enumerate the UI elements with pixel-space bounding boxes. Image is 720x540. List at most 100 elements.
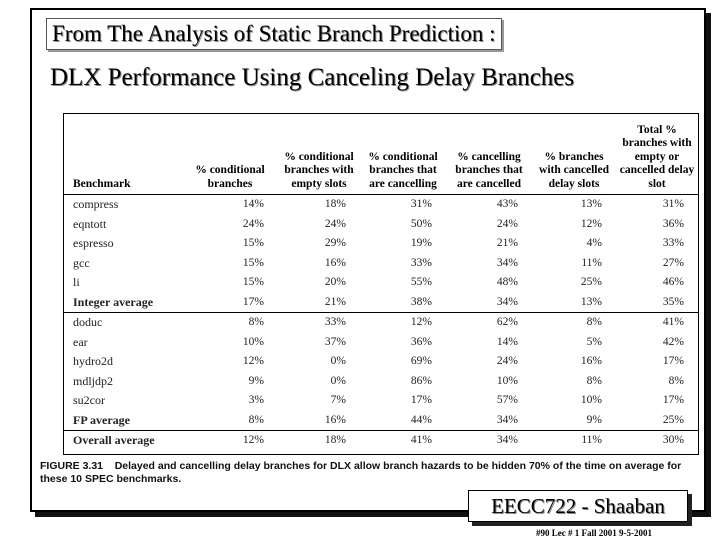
benchmark-name: doduc xyxy=(73,315,103,329)
table-cell: 24% xyxy=(242,217,264,230)
table-cell: 10% xyxy=(242,335,264,348)
table-cell: 31% xyxy=(662,198,684,210)
table-cell: 34% xyxy=(496,434,518,446)
table-cell: 41% xyxy=(662,316,684,328)
table-cell: 21% xyxy=(278,292,360,313)
benchmark-name: hydro2d xyxy=(73,354,113,368)
table-cell: 34% xyxy=(496,256,518,269)
table-cell: 8% xyxy=(586,374,602,387)
table-cell: 62% xyxy=(496,316,518,328)
table-cell: 37% xyxy=(324,335,346,348)
table-cell: 18% xyxy=(324,198,346,210)
table-row: su2cor 3% 7% 17% 57% 10% 17% xyxy=(64,391,698,411)
table-cell: 34% xyxy=(446,410,532,431)
course-title: EECC722 - Shaaban xyxy=(491,494,665,518)
column-header: Total % branches with empty or cancelled… xyxy=(616,114,698,195)
column-header: % branches with cancelled delay slots xyxy=(532,114,616,195)
table-cell: 12% xyxy=(242,355,264,367)
benchmark-name: gcc xyxy=(73,255,90,270)
table-cell: 24% xyxy=(496,355,518,367)
table-header-row: Benchmark % conditional branches % condi… xyxy=(64,114,698,195)
table-cell: 29% xyxy=(324,237,346,249)
table-cell: 14% xyxy=(242,198,264,210)
table-cell: 17% xyxy=(410,394,432,406)
branch-stats-table: Benchmark % conditional branches % condi… xyxy=(64,114,698,451)
table-cell: 8% xyxy=(668,374,684,387)
table-cell: 0% xyxy=(330,355,346,367)
table-row: eqntott 24% 24% 50% 24% 12% 36% xyxy=(64,215,698,235)
table-cell: 57% xyxy=(496,394,518,406)
table-cell: 11% xyxy=(581,256,602,269)
table-row: Integer average 17% 21% 38% 34% 13% 35% xyxy=(64,292,698,313)
table-cell: 3% xyxy=(248,394,264,406)
table-row: ear 10% 37% 36% 14% 5% 42% xyxy=(64,333,698,353)
table-cell: 10% xyxy=(580,394,602,406)
table-cell: 44% xyxy=(360,410,446,431)
benchmark-name: mdljdp2 xyxy=(73,373,114,388)
table-cell: 46% xyxy=(662,276,684,288)
lecture-meta: #90 Lec # 1 Fall 2001 9-5-2001 xyxy=(536,528,652,538)
table-row: mdljdp2 9% 0% 86% 10% 8% 8% xyxy=(64,372,698,392)
table-row: hydro2d 12% 0% 69% 24% 16% 17% xyxy=(64,352,698,372)
table-cell: 17% xyxy=(662,355,684,367)
column-header: % cancelling branches that are cancelled xyxy=(446,114,532,195)
table-cell: 13% xyxy=(532,292,616,313)
table-cell: 16% xyxy=(580,355,602,367)
table-cell: 33% xyxy=(410,256,432,269)
table-cell: 43% xyxy=(496,198,518,210)
table-cell: 86% xyxy=(410,374,432,387)
table-cell: 41% xyxy=(410,434,432,446)
slide-title-line2: DLX Performance Using Canceling Delay Br… xyxy=(50,64,575,91)
table-row: compress 14% 18% 31% 43% 13% 31% xyxy=(64,195,698,215)
table-cell: 25% xyxy=(580,276,602,288)
table-cell: 10% xyxy=(496,374,518,387)
column-header: Benchmark xyxy=(64,114,182,195)
table-cell: 13% xyxy=(580,198,602,210)
table-cell: 21% xyxy=(496,237,518,249)
benchmark-name: li xyxy=(73,275,80,289)
table-cell: 33% xyxy=(324,316,346,328)
table-cell: 31% xyxy=(410,198,432,210)
table-row: espresso 15% 29% 19% 21% 4% 33% xyxy=(64,234,698,254)
table-cell: 69% xyxy=(410,355,432,367)
table-row: FP average 8% 16% 44% 34% 9% 25% xyxy=(64,410,698,431)
table-cell: 4% xyxy=(586,237,602,249)
benchmark-name: compress xyxy=(73,197,119,211)
table-cell: 30% xyxy=(662,434,684,446)
benchmark-name: Integer average xyxy=(64,292,182,313)
column-header: % conditional branches with empty slots xyxy=(278,114,360,195)
slide-title-line1: From The Analysis of Static Branch Predi… xyxy=(46,18,502,50)
figure-table-box: Benchmark % conditional branches % condi… xyxy=(63,113,699,455)
course-footer-box: EECC722 - Shaaban xyxy=(468,490,688,522)
figure-label: FIGURE 3.31 xyxy=(40,460,104,472)
table-row: gcc 15% 16% 33% 34% 11% 27% xyxy=(64,254,698,274)
table-cell: 15% xyxy=(242,237,264,249)
table-cell: 25% xyxy=(616,410,698,431)
benchmark-name: eqntott xyxy=(73,216,107,231)
table-cell: 55% xyxy=(410,276,432,288)
table-cell: 17% xyxy=(182,292,278,313)
table-cell: 27% xyxy=(662,256,684,269)
table-cell: 35% xyxy=(616,292,698,313)
table-cell: 38% xyxy=(360,292,446,313)
table-cell: 12% xyxy=(580,217,602,230)
table-row: li 15% 20% 55% 48% 25% 46% xyxy=(64,273,698,293)
table-cell: 17% xyxy=(662,394,684,406)
figure-caption: FIGURE 3.31 Delayed and cancelling delay… xyxy=(40,460,700,486)
table-cell: 5% xyxy=(586,335,602,348)
column-header: % conditional branches xyxy=(182,114,278,195)
table-cell: 15% xyxy=(242,256,264,269)
table-cell: 42% xyxy=(662,335,684,348)
table-cell: 34% xyxy=(446,292,532,313)
table-cell: 19% xyxy=(410,237,432,249)
table-cell: 9% xyxy=(532,410,616,431)
table-cell: 33% xyxy=(662,237,684,249)
table-cell: 48% xyxy=(496,276,518,288)
table-row: Overall average 12% 18% 41% 34% 11% 30% xyxy=(64,431,698,451)
table-cell: 16% xyxy=(324,256,346,269)
benchmark-name: ear xyxy=(73,334,88,349)
table-cell: 12% xyxy=(242,434,264,446)
table-cell: 8% xyxy=(586,316,602,328)
table-cell: 24% xyxy=(496,217,518,230)
table-cell: 8% xyxy=(182,410,278,431)
